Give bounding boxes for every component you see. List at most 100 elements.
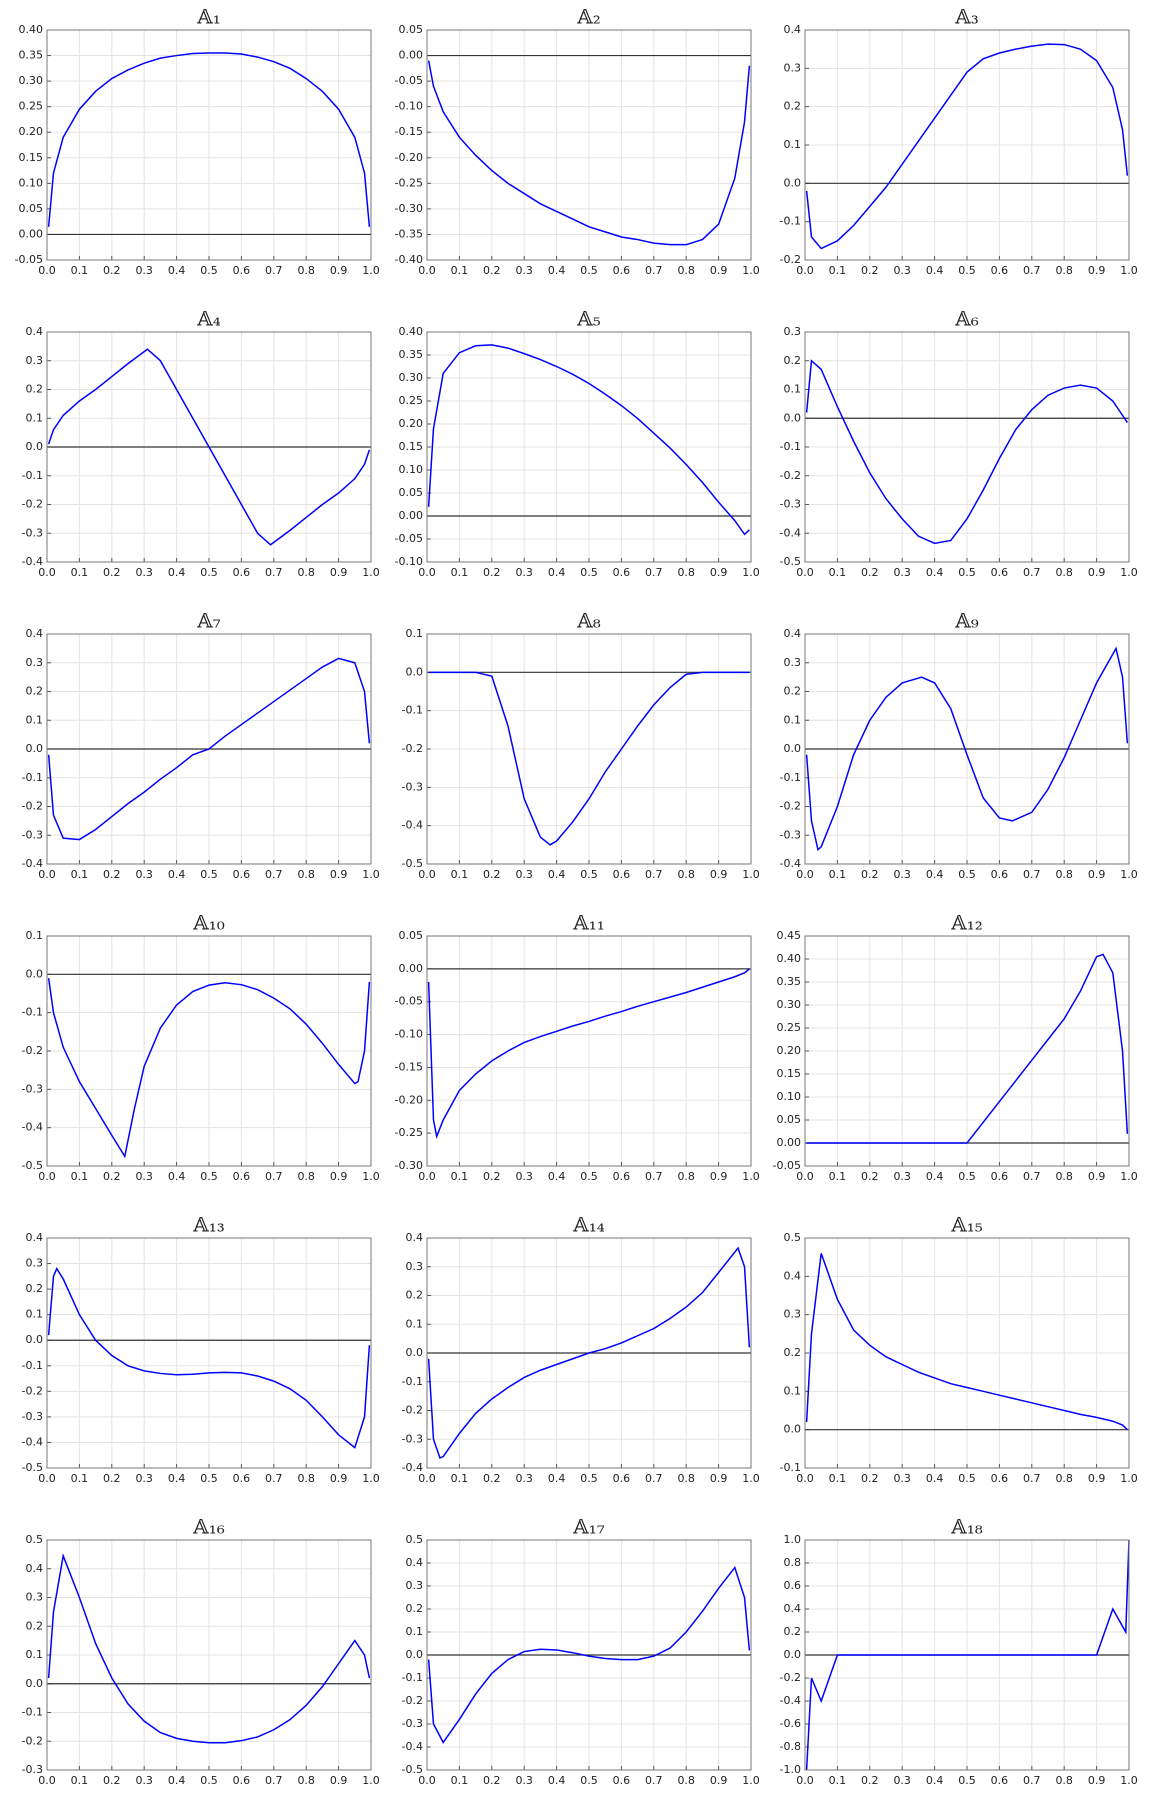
y-tick-label: 0.0 — [26, 967, 44, 980]
y-tick-label: 0.2 — [784, 685, 802, 698]
x-tick-label: 0.2 — [483, 264, 501, 277]
x-tick-label: 0.1 — [829, 1170, 847, 1183]
x-tick-label: 0.8 — [297, 566, 315, 579]
y-tick-label: -0.2 — [780, 1671, 801, 1684]
x-tick-label: 0.4 — [168, 1170, 186, 1183]
data-line — [47, 657, 371, 841]
y-tick-label: 0.6 — [784, 1579, 802, 1592]
y-tick-label: 0.3 — [784, 1308, 802, 1321]
y-tick-label: 0.2 — [406, 1289, 424, 1302]
x-tick-label: 0.4 — [548, 264, 566, 277]
x-tick-label: 0.2 — [861, 868, 879, 881]
y-tick-label: -0.5 — [22, 1159, 43, 1172]
chart-title: 𝔸₄ — [196, 307, 221, 331]
data-line — [427, 1566, 751, 1744]
data-line — [805, 43, 1129, 250]
data-line — [805, 1253, 1128, 1431]
x-tick-label: 0.1 — [451, 1472, 469, 1485]
y-tick-label: 0.25 — [19, 100, 44, 113]
y-tick-label: -0.05 — [395, 532, 423, 545]
y-tick-label: -0.10 — [395, 555, 423, 568]
x-tick-label: 0.3 — [515, 264, 533, 277]
chart-title: 𝔸₇ — [196, 609, 221, 633]
x-tick-label: 0.3 — [515, 868, 533, 881]
y-tick-label: 0.0 — [406, 665, 424, 678]
x-tick-label: 0.6 — [613, 1170, 631, 1183]
plot-frame — [804, 1237, 1130, 1469]
chart-title: 𝔸₁₄ — [572, 1213, 605, 1237]
plot-frame — [426, 29, 752, 261]
x-tick-label: 0.8 — [677, 1170, 695, 1183]
x-tick-label: 0.8 — [1055, 868, 1073, 881]
x-tick-label: 0.7 — [1023, 868, 1041, 881]
x-tick-label: 0.1 — [71, 1774, 89, 1787]
x-tick-label: 0.3 — [893, 1774, 911, 1787]
y-tick-label: 0.4 — [26, 1562, 44, 1575]
y-tick-label: 0.2 — [784, 354, 802, 367]
x-tick-label: 0.0 — [796, 264, 814, 277]
x-tick-label: 0.8 — [677, 264, 695, 277]
x-tick-label: 0.1 — [451, 868, 469, 881]
x-tick-label: 0.6 — [991, 1170, 1009, 1183]
y-tick-label: 0.0 — [784, 176, 802, 189]
x-tick-label: 0.7 — [265, 1170, 283, 1183]
x-tick-label: 1.0 — [362, 1170, 380, 1183]
x-tick-label: 0.5 — [958, 1170, 976, 1183]
x-tick-label: 0.8 — [1055, 1170, 1073, 1183]
x-tick-label: 0.5 — [200, 566, 218, 579]
y-tick-label: 0.1 — [26, 929, 44, 942]
y-tick-label: 0.2 — [784, 100, 802, 113]
x-tick-label: 1.0 — [362, 264, 380, 277]
x-tick-label: 0.2 — [483, 1170, 501, 1183]
chart-title: 𝔸₁₇ — [572, 1515, 605, 1539]
plot-frame — [804, 29, 1130, 261]
x-tick-label: 0.7 — [1023, 1472, 1041, 1485]
y-tick-label: 0.05 — [777, 1113, 802, 1126]
chart-title: 𝔸₁₂ — [950, 911, 983, 935]
plot-frame — [46, 29, 372, 261]
y-tick-label: -0.4 — [22, 1435, 43, 1448]
y-tick-label: 0.0 — [26, 1333, 44, 1346]
x-tick-label: 0.8 — [297, 1774, 315, 1787]
x-tick-label: 0.0 — [796, 1472, 814, 1485]
x-tick-label: 0.9 — [330, 566, 348, 579]
y-tick-label: 0.5 — [26, 1533, 44, 1546]
chart-title: 𝔸₁₅ — [950, 1213, 983, 1237]
x-tick-label: 0.1 — [71, 868, 89, 881]
y-tick-label: -0.2 — [780, 469, 801, 482]
x-tick-label: 0.2 — [861, 264, 879, 277]
x-tick-label: 0.9 — [710, 566, 728, 579]
data-line — [805, 359, 1129, 545]
y-tick-label: 0.4 — [26, 325, 44, 338]
x-tick-label: 0.1 — [71, 264, 89, 277]
x-tick-label: 1.0 — [1120, 868, 1138, 881]
x-tick-label: 0.6 — [233, 868, 251, 881]
y-tick-label: -0.3 — [22, 1763, 43, 1776]
data-line — [47, 978, 371, 1159]
y-tick-label: 0.30 — [19, 74, 44, 87]
y-tick-label: 0.2 — [26, 383, 44, 396]
y-tick-label: 0.10 — [777, 1090, 802, 1103]
y-tick-label: -0.3 — [402, 1717, 423, 1730]
x-tick-label: 1.0 — [362, 1774, 380, 1787]
y-tick-label: 0.10 — [399, 463, 424, 476]
y-tick-label: -0.2 — [22, 1384, 43, 1397]
x-tick-label: 0.8 — [677, 1472, 695, 1485]
x-tick-label: 0.1 — [71, 1472, 89, 1485]
chart-title: 𝔸₉ — [954, 609, 979, 633]
y-tick-label: 0.30 — [777, 998, 802, 1011]
x-tick-label: 0.9 — [1088, 264, 1106, 277]
x-tick-label: 0.6 — [613, 1774, 631, 1787]
y-tick-label: 0.3 — [26, 1257, 44, 1270]
y-tick-label: -0.4 — [780, 857, 801, 870]
x-tick-label: 0.4 — [926, 868, 944, 881]
y-tick-label: -0.4 — [402, 819, 423, 832]
y-tick-label: -0.3 — [402, 780, 423, 793]
y-tick-label: -0.30 — [395, 1159, 423, 1172]
y-tick-label: 0.0 — [784, 1648, 802, 1661]
x-tick-label: 0.2 — [103, 1472, 121, 1485]
y-tick-label: -0.05 — [773, 1159, 801, 1172]
y-tick-label: -0.4 — [22, 857, 43, 870]
x-tick-label: 0.7 — [1023, 1774, 1041, 1787]
